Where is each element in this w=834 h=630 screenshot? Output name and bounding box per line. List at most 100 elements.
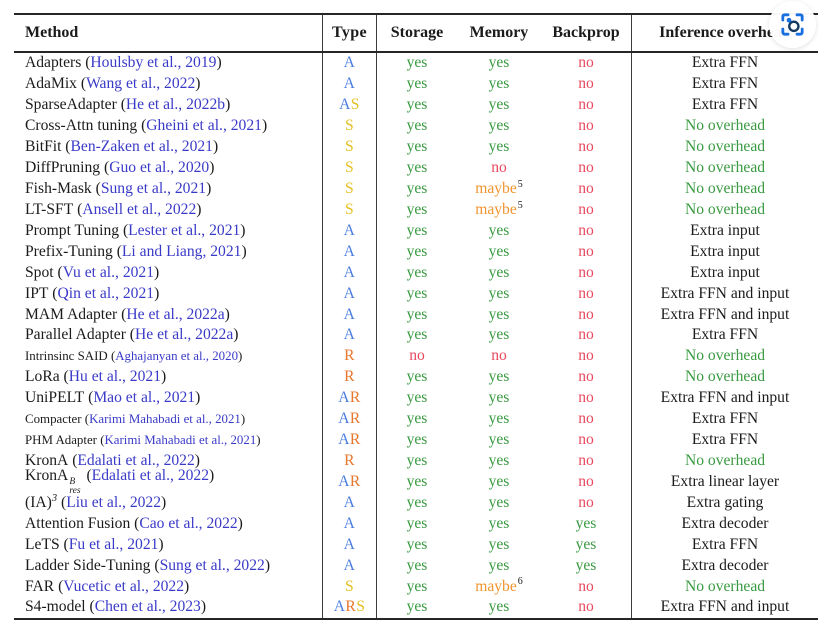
memory-cell: yes xyxy=(457,557,541,575)
citation-link[interactable]: Wang et al., 2022 xyxy=(86,75,196,93)
citation-link[interactable]: He et al., 2022b xyxy=(125,96,226,114)
citation-link[interactable]: Cao et al., 2022 xyxy=(139,514,238,532)
value-text: no xyxy=(578,347,594,365)
screenshot-capture-button[interactable] xyxy=(769,1,816,48)
memory-cell: yes xyxy=(457,54,541,72)
memory-cell: maybe5 xyxy=(457,179,541,198)
citation-link[interactable]: Edalati et al., 2022 xyxy=(77,451,195,469)
storage-cell: yes xyxy=(377,578,457,596)
type-cell: A xyxy=(322,53,377,74)
storage-cell: yes xyxy=(377,306,457,324)
inference-overhead-cell: No overhead xyxy=(631,576,818,597)
inference-overhead-cell: Extra FFN xyxy=(631,408,818,430)
citation-link[interactable]: Aghajanyan et al., 2020 xyxy=(115,348,239,363)
backprop-cell: no xyxy=(541,473,631,491)
citation-link[interactable]: Vucetic et al., 2022 xyxy=(63,577,185,595)
value-text: yes xyxy=(406,326,428,344)
value-text: maybe xyxy=(475,577,517,595)
value-text: yes xyxy=(406,472,428,490)
method-cell: Prefix-Tuning (Li and Liang, 2021) xyxy=(25,242,247,260)
method-name: Compacter xyxy=(25,411,82,426)
memory-cell: yes xyxy=(457,117,541,135)
citation-link[interactable]: Edalati et al., 2022 xyxy=(91,466,210,484)
col-header-method: Method xyxy=(25,24,79,41)
memory-cell: yes xyxy=(457,326,541,344)
method-cell: Parallel Adapter (He et al., 2022a) xyxy=(25,326,239,344)
citation-link[interactable]: Mao et al., 2021 xyxy=(93,389,196,407)
value-text: yes xyxy=(406,263,428,281)
citation-link[interactable]: Lester et al., 2021 xyxy=(128,221,241,239)
memory-cell: yes xyxy=(457,138,541,156)
type-letter: R xyxy=(344,347,355,365)
type-letter: A xyxy=(343,54,356,72)
footnote-marker: 6 xyxy=(517,576,523,588)
inference-overhead-cell: Extra input xyxy=(631,241,818,263)
citation-link[interactable]: Hu et al., 2021 xyxy=(68,368,161,386)
memory-cell: yes xyxy=(457,368,541,386)
type-cell: A xyxy=(322,262,377,284)
storage-cell: yes xyxy=(377,494,457,512)
citation-link[interactable]: Houlsby et al., 2019 xyxy=(90,54,217,72)
memory-cell: yes xyxy=(457,452,541,470)
memory-cell: maybe6 xyxy=(457,576,541,596)
storage-cell: yes xyxy=(377,431,457,449)
citation-link[interactable]: Vu et al., 2021 xyxy=(62,263,155,281)
citation-link[interactable]: Karimi Mahabadi et al., 2021 xyxy=(89,411,241,426)
table-row: Compacter (Karimi Mahabadi et al., 2021)… xyxy=(14,408,818,430)
method-cell: LeTS (Fu et al., 2021) xyxy=(25,535,164,553)
citation-link[interactable]: Gheini et al., 2021 xyxy=(146,117,262,135)
inference-overhead-cell: No overhead xyxy=(631,115,818,137)
citation-link[interactable]: Ansell et al., 2022 xyxy=(82,200,197,218)
memory-cell: no xyxy=(457,159,541,177)
backprop-cell: no xyxy=(541,180,631,198)
type-cell: A xyxy=(322,241,377,263)
method-name: FAR xyxy=(25,577,55,595)
citation-link[interactable]: Liu et al., 2022 xyxy=(66,493,162,511)
value-text: no xyxy=(578,305,594,323)
storage-cell: yes xyxy=(377,264,457,282)
value-text: no xyxy=(578,493,594,511)
method-cell: Compacter (Karimi Mahabadi et al., 2021) xyxy=(25,411,246,426)
citation-link[interactable]: Guo et al., 2020 xyxy=(109,159,210,177)
backprop-cell: no xyxy=(541,410,631,428)
col-header-storage: Storage xyxy=(390,24,444,41)
method-cell: BitFit (Ben-Zaken et al., 2021) xyxy=(25,138,219,156)
citation-link[interactable]: Sung et al., 2021 xyxy=(100,179,207,197)
citation-link[interactable]: Karimi Mahabadi et al., 2021 xyxy=(104,432,257,447)
citation-link[interactable]: He et al., 2022a xyxy=(126,305,225,323)
backprop-cell: no xyxy=(541,159,631,177)
type-letter: R xyxy=(345,598,357,616)
citation-link[interactable]: Fu et al., 2021 xyxy=(68,535,159,553)
citation-link[interactable]: Sung et al., 2022 xyxy=(159,556,265,574)
storage-cell: yes xyxy=(377,180,457,198)
value-text: yes xyxy=(406,305,428,323)
value-text: no xyxy=(578,577,594,595)
value-text: yes xyxy=(488,598,510,616)
value-text: yes xyxy=(406,556,428,574)
value-text: yes xyxy=(488,263,510,281)
citation-link[interactable]: He et al., 2022a xyxy=(134,326,234,344)
storage-cell: yes xyxy=(377,536,457,554)
citation-link[interactable]: Li and Liang, 2021 xyxy=(121,242,242,260)
type-cell: S xyxy=(322,576,377,597)
backprop-cell: no xyxy=(541,389,631,407)
storage-cell: yes xyxy=(377,117,457,135)
value-text: yes xyxy=(575,556,597,574)
backprop-cell: yes xyxy=(541,536,631,554)
citation-link[interactable]: Chen et al., 2023 xyxy=(94,598,201,616)
storage-cell: yes xyxy=(377,598,457,616)
value-text: yes xyxy=(488,54,510,72)
method-cell: S4-model (Chen et al., 2023) xyxy=(25,598,207,616)
storage-cell: yes xyxy=(377,515,457,533)
inference-overhead-cell: Extra FFN xyxy=(631,73,818,95)
method-name: LoRa xyxy=(25,368,60,386)
citation-link[interactable]: Qin et al., 2021 xyxy=(57,284,155,302)
citation-link[interactable]: Ben-Zaken et al., 2021 xyxy=(70,138,213,156)
